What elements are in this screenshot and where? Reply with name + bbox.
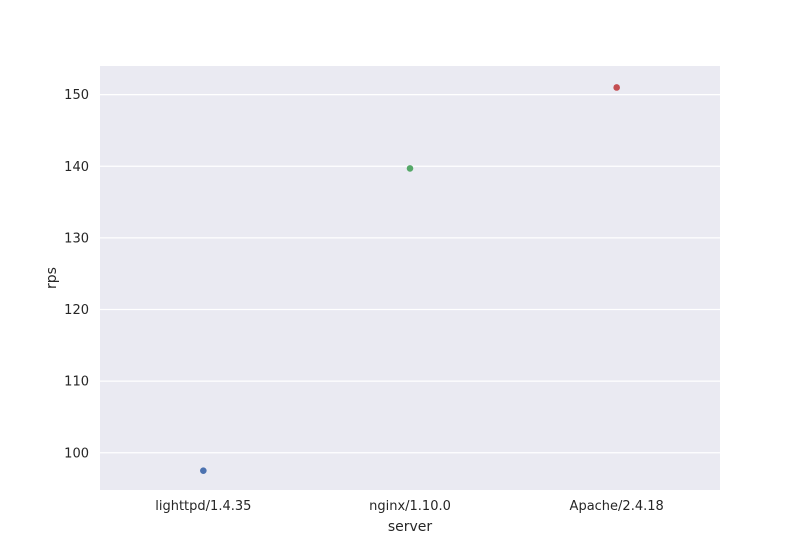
x-tick-label: lighttpd/1.4.35 [155, 499, 251, 514]
plot-area [100, 66, 720, 490]
y-tick-label: 110 [64, 375, 89, 390]
y-tick-label: 130 [64, 231, 89, 246]
y-tick-label: 100 [64, 446, 89, 461]
y-axis-label: rps [44, 267, 60, 289]
x-tick-label: nginx/1.10.0 [369, 499, 451, 514]
x-tick-label: Apache/2.4.18 [570, 499, 664, 514]
x-axis-label: server [388, 519, 433, 535]
data-point [406, 165, 414, 172]
y-tick-label: 120 [64, 303, 89, 318]
data-points [200, 84, 620, 474]
data-point [200, 467, 207, 474]
data-point [613, 84, 620, 91]
y-tick-labels: 100 110 120 130 140 150 [64, 88, 89, 461]
y-tick-label: 140 [64, 160, 89, 175]
x-tick-labels: lighttpd/1.4.35 nginx/1.10.0 Apache/2.4.18 [155, 499, 664, 514]
y-tick-label: 150 [64, 88, 89, 103]
